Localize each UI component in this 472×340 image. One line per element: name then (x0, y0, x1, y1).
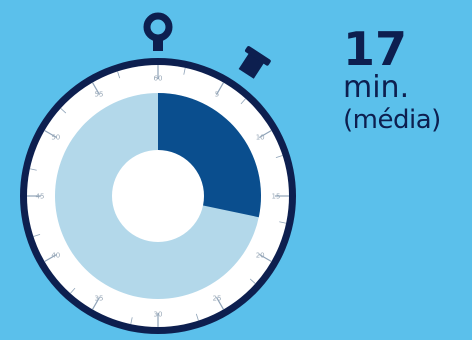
side-button (238, 46, 271, 79)
dial-label: 20 (256, 252, 265, 260)
major-tick (215, 297, 225, 310)
dial-label: 40 (51, 252, 60, 260)
minor-tick (33, 233, 41, 237)
average-time-value: 17 (343, 22, 408, 76)
stopwatch-graphic: 5 10 15 20 25 30 35 40 45 50 55 60 (20, 12, 296, 334)
minor-tick (195, 313, 199, 321)
minor-tick (117, 71, 121, 79)
major-tick (215, 82, 225, 95)
minor-tick (249, 278, 256, 284)
average-time-note: (média) (343, 105, 441, 135)
crown-stem (153, 35, 163, 51)
dial-ticks (27, 65, 289, 327)
major-tick (44, 253, 57, 263)
minor-tick (130, 317, 133, 325)
center-hole (112, 150, 204, 242)
minor-tick (183, 67, 186, 75)
dial-label: 45 (36, 193, 45, 201)
average-time-readout: 17 min. (média) (343, 26, 472, 136)
minor-tick (279, 221, 287, 224)
minor-tick (240, 98, 246, 105)
dial-label: 50 (51, 134, 60, 142)
dial-label: 25 (213, 295, 222, 303)
dial-label: 55 (95, 90, 104, 98)
dial-labels: 5 10 15 20 25 30 35 40 45 50 55 60 (36, 75, 281, 319)
average-time-unit: min. (343, 70, 410, 105)
dial-label: 15 (272, 193, 281, 201)
dial-label: 30 (154, 311, 163, 319)
minor-tick (29, 168, 37, 171)
crown-ring (143, 12, 173, 42)
major-tick (259, 253, 272, 263)
dial-label: 10 (256, 134, 265, 142)
major-tick (91, 297, 101, 310)
major-tick (259, 129, 272, 139)
major-tick (44, 129, 57, 139)
dial-label: 60 (154, 75, 163, 83)
minor-tick (275, 155, 283, 159)
minor-tick (70, 287, 76, 294)
dial-label: 5 (215, 90, 219, 98)
dial-label: 35 (95, 295, 104, 303)
minor-tick (60, 108, 67, 114)
major-tick (91, 82, 101, 95)
